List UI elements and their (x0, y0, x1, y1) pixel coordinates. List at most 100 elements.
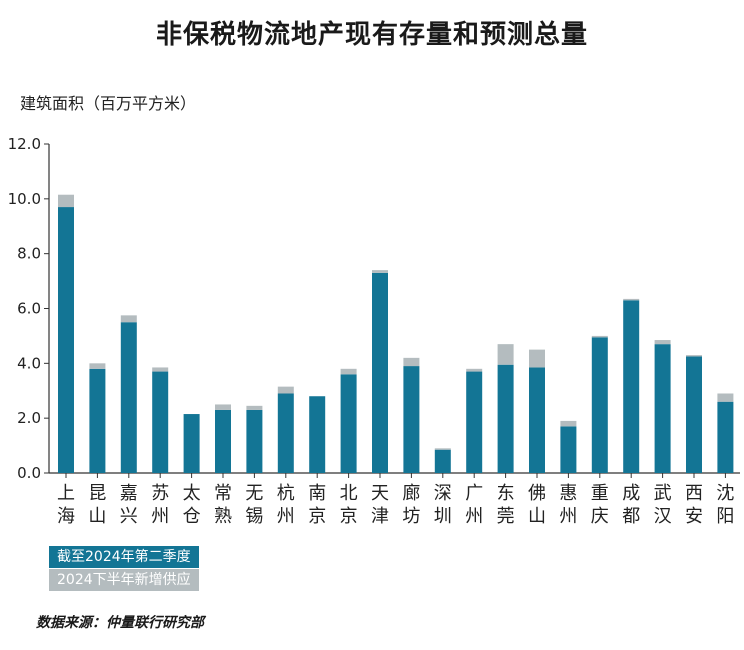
x-tick-label: 莞 (497, 506, 515, 527)
bar-existing (183, 414, 200, 473)
y-tick-label: 2.0 (17, 409, 41, 427)
bar-new-supply (340, 368, 357, 375)
x-tick-label: 天 (371, 483, 389, 504)
bar-existing (120, 322, 137, 473)
x-tick-label: 成 (622, 483, 640, 504)
bar-new-supply (246, 405, 263, 410)
bar-new-supply (623, 298, 640, 301)
x-tick-label: 太 (183, 483, 201, 504)
bar-existing (152, 371, 169, 473)
x-tick-label: 东 (497, 483, 515, 504)
bar-existing (277, 393, 294, 473)
x-tick-label: 北 (340, 483, 358, 504)
bar-existing (309, 396, 326, 473)
x-tick-label: 佛 (528, 483, 546, 504)
x-tick-label: 安 (685, 506, 703, 527)
bar-existing (89, 368, 106, 473)
x-tick-label: 山 (528, 506, 546, 527)
bar-new-supply (89, 363, 106, 369)
x-tick-label: 仓 (183, 506, 201, 527)
x-tick-label: 都 (622, 506, 640, 527)
x-tick-label: 兴 (120, 506, 138, 527)
bar-existing (340, 374, 357, 473)
y-tick-label: 12.0 (8, 135, 41, 153)
x-tick-label: 无 (245, 483, 263, 504)
x-tick-label: 汉 (654, 506, 672, 527)
x-tick-label: 京 (340, 506, 358, 527)
bar-existing (372, 272, 388, 473)
bar-new-supply (466, 368, 483, 372)
x-tick-label: 京 (308, 506, 326, 527)
y-tick-label: 8.0 (17, 245, 41, 263)
legend-item-new-supply: 2024下半年新增供应 (49, 569, 199, 591)
bar-new-supply (215, 404, 231, 410)
x-tick-label: 州 (465, 506, 483, 527)
bar-new-supply (654, 340, 671, 345)
x-tick-label: 山 (88, 506, 106, 527)
x-tick-label: 武 (654, 483, 672, 504)
x-tick-label: 坊 (402, 506, 420, 527)
x-tick-label: 重 (591, 483, 609, 504)
bar-new-supply (152, 367, 169, 372)
x-tick-label: 南 (308, 483, 326, 504)
bar-existing (717, 401, 734, 473)
bar-existing (623, 300, 640, 473)
x-tick-label: 圳 (434, 506, 452, 527)
x-tick-label: 杭 (277, 483, 295, 504)
x-tick-label: 深 (434, 483, 452, 504)
bar-existing (434, 449, 451, 473)
data-source: 数据来源：仲量联行研究部 (36, 615, 204, 631)
bar-new-supply (403, 357, 420, 367)
bar-existing (560, 426, 577, 473)
y-tick-label: 6.0 (17, 300, 41, 318)
y-tick-label: 10.0 (8, 190, 41, 208)
bar-new-supply (434, 448, 451, 450)
legend-item-existing: 截至2024年第二季度 (49, 546, 199, 568)
x-tick-label: 惠 (559, 483, 577, 504)
x-tick-label: 广 (465, 483, 483, 504)
bar-new-supply (686, 355, 702, 357)
bar-new-supply (277, 386, 294, 394)
bar-new-supply (372, 270, 388, 273)
x-tick-label: 海 (57, 506, 75, 527)
x-tick-label: 庆 (591, 506, 609, 527)
bar-new-supply (58, 194, 74, 208)
bar-existing (466, 371, 483, 473)
x-tick-label: 嘉 (120, 483, 138, 504)
bar-new-supply (717, 393, 734, 402)
bar-existing (497, 364, 514, 473)
bar-new-supply (560, 420, 577, 427)
bar-existing (246, 409, 263, 473)
bar-existing (654, 344, 671, 473)
chart-title: 非保税物流地产现有存量和预测总量 (155, 20, 588, 50)
x-tick-label: 西 (685, 483, 703, 504)
bar-existing (686, 356, 702, 473)
y-tick-label: 4.0 (17, 354, 41, 372)
x-tick-label: 熟 (214, 506, 232, 527)
x-tick-label: 沈 (716, 483, 734, 504)
x-tick-label: 上 (57, 483, 75, 504)
x-tick-label: 廊 (402, 483, 420, 504)
y-axis-label: 建筑面积（百万平方米） (20, 94, 197, 113)
bar-existing (591, 337, 608, 473)
x-tick-label: 常 (214, 483, 232, 504)
x-tick-label: 州 (277, 506, 295, 527)
x-tick-label: 昆 (88, 483, 106, 504)
bar-existing (215, 409, 231, 473)
legend: 截至2024年第二季度 2024下半年新增供应 (49, 546, 199, 592)
x-tick-label: 阳 (716, 506, 734, 527)
bar-existing (403, 366, 420, 473)
x-tick-label: 州 (559, 506, 577, 527)
x-tick-label: 州 (151, 506, 169, 527)
bar-existing (529, 367, 545, 473)
x-tick-label: 锡 (245, 506, 263, 527)
x-tick-label: 苏 (151, 483, 169, 504)
x-tick-label: 津 (371, 506, 389, 527)
bar-new-supply (591, 335, 608, 338)
y-tick-label: 0.0 (17, 464, 41, 482)
bar-new-supply (120, 315, 137, 323)
bar-new-supply (497, 344, 514, 365)
bar-new-supply (529, 349, 545, 368)
bar-existing (58, 207, 74, 473)
